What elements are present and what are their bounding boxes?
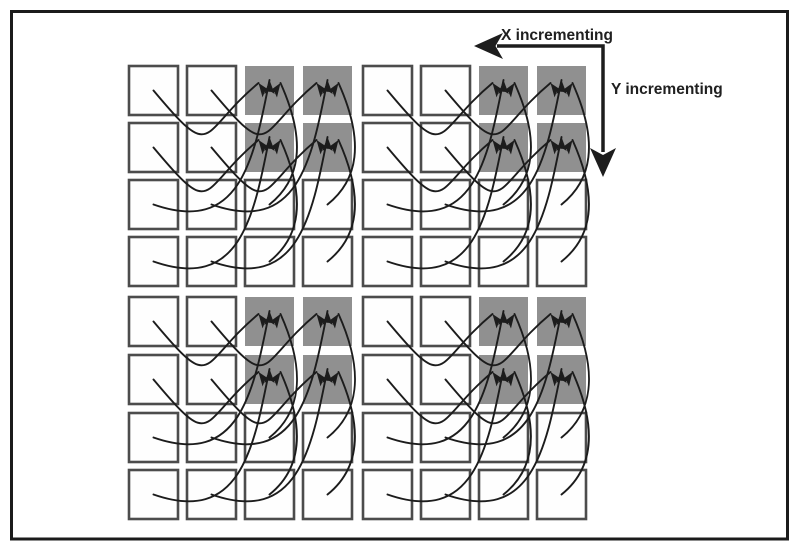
mapping-arrowhead [492, 140, 505, 155]
mapping-arrowhead [492, 83, 505, 98]
mapping-arrow [268, 313, 298, 439]
mapping-arrow [502, 139, 532, 263]
mapping-arrow [386, 313, 494, 367]
grid-cell [185, 295, 238, 348]
mapping-arrowhead [560, 83, 573, 98]
mapping-arrowhead [502, 372, 515, 387]
grid-cell [361, 353, 414, 406]
mapping-arrowhead [326, 140, 339, 155]
grid-cell [127, 178, 180, 231]
mapping-arrow [444, 136, 563, 270]
mapping-arrow [152, 371, 260, 425]
mapping-arrow [326, 371, 356, 496]
mapping-arrowhead [326, 83, 339, 98]
mapping-arrowhead [560, 140, 573, 155]
grid-cell [127, 64, 180, 117]
mapping-arrow [444, 368, 563, 503]
mapping-arrows [152, 79, 590, 503]
x-axis-left-arrowhead [474, 33, 503, 59]
mapping-arrow [326, 139, 356, 263]
mapping-arrow [326, 82, 356, 206]
mapping-arrowhead [258, 314, 271, 329]
y-axis-down-arrowhead [590, 148, 616, 177]
mapping-arrow [444, 371, 552, 425]
mapping-arrowhead [502, 140, 515, 155]
mapping-arrowhead [492, 372, 505, 387]
mapping-arrow [210, 82, 318, 136]
mapping-arrow [386, 368, 505, 503]
mapping-arrow [152, 79, 271, 213]
mapping-arrowhead [258, 140, 271, 155]
mapping-arrow [560, 82, 590, 206]
mapping-arrow [444, 313, 552, 367]
mapping-arrow [152, 82, 260, 136]
mapping-arrow [152, 139, 260, 193]
mapping-arrowhead [550, 140, 563, 155]
mapping-arrow [560, 371, 590, 496]
mapping-arrow [210, 368, 329, 503]
mapping-arrow [386, 136, 505, 270]
axis-annotations: X incrementing Y incrementing [474, 27, 723, 177]
grid-cell [361, 295, 414, 348]
mapping-arrowhead [502, 83, 515, 98]
mapping-arrow [560, 139, 590, 263]
mapping-arrow [502, 371, 532, 496]
mapping-arrow [326, 313, 356, 439]
mapping-arrow [152, 310, 271, 445]
mapping-arrow [502, 82, 532, 206]
mapping-arrow [210, 371, 318, 425]
mapping-arrow [444, 139, 552, 193]
mapping-arrowhead [258, 83, 271, 98]
axis-corner-line [497, 44, 605, 152]
mapping-arrow [210, 136, 329, 270]
mapping-arrow [560, 313, 590, 439]
mapping-arrowhead [502, 314, 515, 329]
mapping-arrowhead [268, 372, 281, 387]
mapping-arrowhead [316, 83, 329, 98]
mapping-arrow [502, 313, 532, 439]
y-axis-label: Y incrementing [611, 81, 723, 98]
mapping-arrow [152, 313, 260, 367]
mapping-arrow [386, 82, 494, 136]
mapping-arrow [386, 139, 494, 193]
mapping-arrowhead [492, 314, 505, 329]
mapping-arrow [210, 313, 318, 367]
mapping-arrowhead [550, 372, 563, 387]
mapping-arrow [268, 371, 298, 496]
mapping-arrow [268, 82, 298, 206]
mapping-arrowhead [550, 314, 563, 329]
mapping-arrow [386, 371, 494, 425]
mapping-arrowhead [560, 314, 573, 329]
mapping-arrow [444, 82, 552, 136]
grid-cell [419, 235, 472, 288]
mapping-arrowhead [316, 140, 329, 155]
mapping-arrowhead [268, 140, 281, 155]
x-axis-label: X incrementing [501, 27, 613, 44]
mapping-arrowhead [316, 372, 329, 387]
mapping-arrowhead [316, 314, 329, 329]
mapping-arrow [152, 136, 271, 270]
mapping-arrowhead [268, 314, 281, 329]
grid-cell [185, 64, 238, 117]
mapping-arrow [210, 139, 318, 193]
mapping-arrow [268, 139, 298, 263]
mapping-arrow [386, 310, 505, 445]
mapping-arrowhead [258, 372, 271, 387]
figure-border [10, 10, 789, 541]
mapping-arrow [386, 79, 505, 213]
mapping-arrowhead [268, 83, 281, 98]
mapping-arrowhead [326, 372, 339, 387]
mapping-arrowhead [560, 372, 573, 387]
mapping-arrowhead [326, 314, 339, 329]
mapping-arrowhead [550, 83, 563, 98]
mapping-arrow [152, 368, 271, 503]
